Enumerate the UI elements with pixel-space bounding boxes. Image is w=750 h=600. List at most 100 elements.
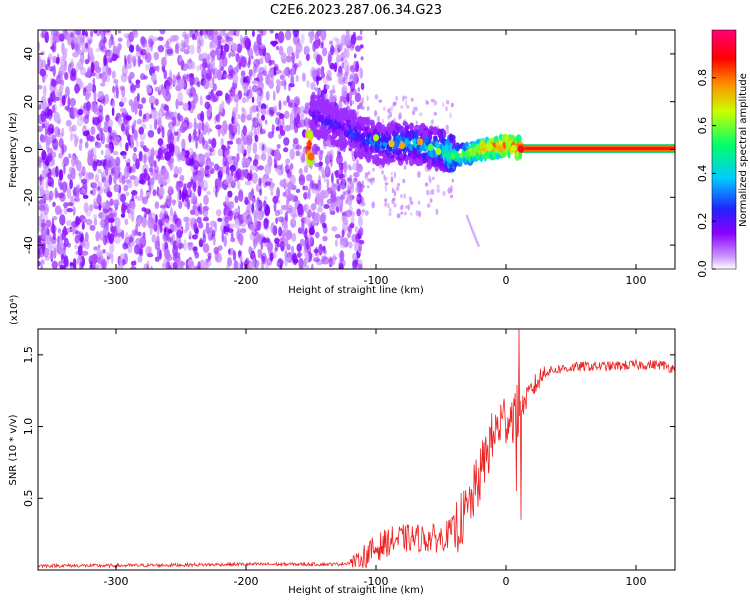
noise-blob — [38, 145, 43, 151]
noise-blob — [288, 99, 296, 109]
noise-blob — [58, 152, 63, 159]
noise-blob — [259, 188, 263, 196]
noise-blob — [125, 115, 132, 121]
noise-blob — [298, 168, 303, 175]
noise-blob — [182, 103, 189, 111]
noise-blob — [189, 44, 195, 55]
noise-blob — [189, 108, 194, 114]
colorbar-tick-label: 0.8 — [696, 69, 709, 87]
noise-blob — [303, 45, 310, 55]
noise-blob — [159, 30, 166, 35]
noise-blob — [271, 40, 278, 45]
noise-blob — [46, 228, 50, 236]
noise-speckle — [445, 106, 448, 112]
noise-blob — [262, 237, 267, 244]
noise-speckle — [376, 115, 380, 122]
noise-blob — [272, 125, 276, 130]
noise-speckle — [384, 198, 388, 202]
noise-speckle — [410, 212, 413, 216]
noise-blob — [122, 242, 129, 250]
noise-blob — [81, 250, 89, 256]
noise-blob — [298, 106, 306, 112]
noise-blob — [227, 247, 235, 256]
noise-blob — [99, 39, 106, 51]
x-tick-label: 100 — [626, 274, 647, 287]
noise-blob — [346, 47, 350, 59]
noise-blob — [176, 229, 183, 239]
noise-blob — [286, 95, 290, 104]
noise-blob — [358, 67, 363, 78]
noise-speckle — [353, 179, 357, 184]
noise-blob — [107, 253, 114, 259]
noise-blob — [90, 126, 96, 135]
noise-speckle — [402, 178, 406, 184]
noise-blob — [111, 99, 116, 109]
noise-blob — [248, 217, 252, 229]
noise-blob — [356, 76, 359, 83]
noise-blob — [204, 165, 210, 171]
noise-blob — [55, 165, 59, 178]
noise-blob — [349, 90, 353, 102]
noise-blob — [68, 153, 71, 159]
noise-blob — [298, 174, 306, 186]
noise-blob — [226, 173, 229, 183]
noise-blob — [350, 222, 355, 229]
noise-blob — [269, 252, 274, 262]
noise-blob — [249, 106, 253, 117]
noise-speckle — [393, 171, 397, 179]
noise-blob — [260, 153, 267, 161]
noise-blob — [262, 144, 265, 151]
noise-blob — [313, 212, 321, 224]
noise-blob — [188, 243, 192, 250]
noise-blob — [163, 218, 170, 228]
noise-blob — [356, 104, 360, 110]
noise-blob — [360, 56, 364, 61]
noise-blob — [223, 73, 229, 78]
noise-blob — [126, 162, 131, 167]
noise-blob — [114, 235, 121, 244]
noise-blob — [133, 146, 138, 153]
noise-speckle — [429, 198, 433, 203]
noise-blob — [279, 241, 285, 252]
noise-blob — [314, 87, 319, 92]
noise-blob — [141, 154, 148, 164]
noise-blob — [138, 179, 145, 185]
noise-blob — [66, 187, 72, 200]
noise-blob — [295, 150, 300, 157]
noise-blob — [67, 173, 72, 180]
noise-blob — [65, 86, 70, 97]
noise-blob — [51, 243, 59, 251]
noise-blob — [43, 169, 50, 174]
noise-speckle — [409, 196, 412, 202]
noise-speckle — [364, 210, 369, 216]
noise-speckle — [393, 203, 397, 208]
noise-blob — [78, 169, 83, 180]
noise-blob — [152, 189, 157, 197]
noise-speckle — [360, 196, 364, 200]
noise-blob — [321, 169, 326, 176]
noise-blob — [274, 237, 280, 244]
noise-blob — [197, 132, 204, 144]
noise-blob — [141, 207, 147, 212]
noise-blob — [263, 217, 269, 230]
noise-blob — [257, 125, 260, 136]
noise-blob — [241, 108, 247, 119]
noise-blob — [41, 149, 47, 161]
noise-blob — [188, 133, 192, 143]
noise-blob — [130, 260, 136, 267]
signal-blob — [426, 162, 433, 170]
noise-blob — [45, 64, 49, 71]
noise-blob — [206, 226, 214, 234]
noise-blob — [173, 173, 178, 178]
noise-blob — [322, 47, 328, 57]
noise-blob — [295, 188, 301, 193]
noise-blob — [130, 84, 137, 91]
noise-speckle — [381, 118, 385, 124]
noise-blob — [231, 42, 238, 52]
noise-blob — [42, 85, 47, 97]
noise-blob — [121, 64, 128, 77]
noise-blob — [78, 231, 81, 238]
noise-blob — [56, 241, 61, 248]
noise-blob — [38, 161, 42, 168]
noise-speckle — [431, 119, 435, 124]
